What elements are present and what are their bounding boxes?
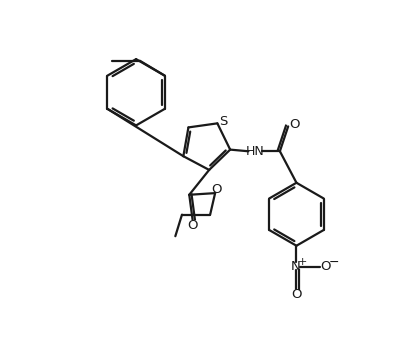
Text: O: O [291,288,302,301]
Text: O: O [320,260,331,273]
Text: HN: HN [246,145,265,158]
Text: −: − [328,256,339,269]
Text: +: + [298,257,308,267]
Text: S: S [219,115,227,128]
Text: O: O [187,219,198,232]
Text: N: N [291,260,301,273]
Text: O: O [212,183,222,196]
Text: O: O [290,118,300,131]
